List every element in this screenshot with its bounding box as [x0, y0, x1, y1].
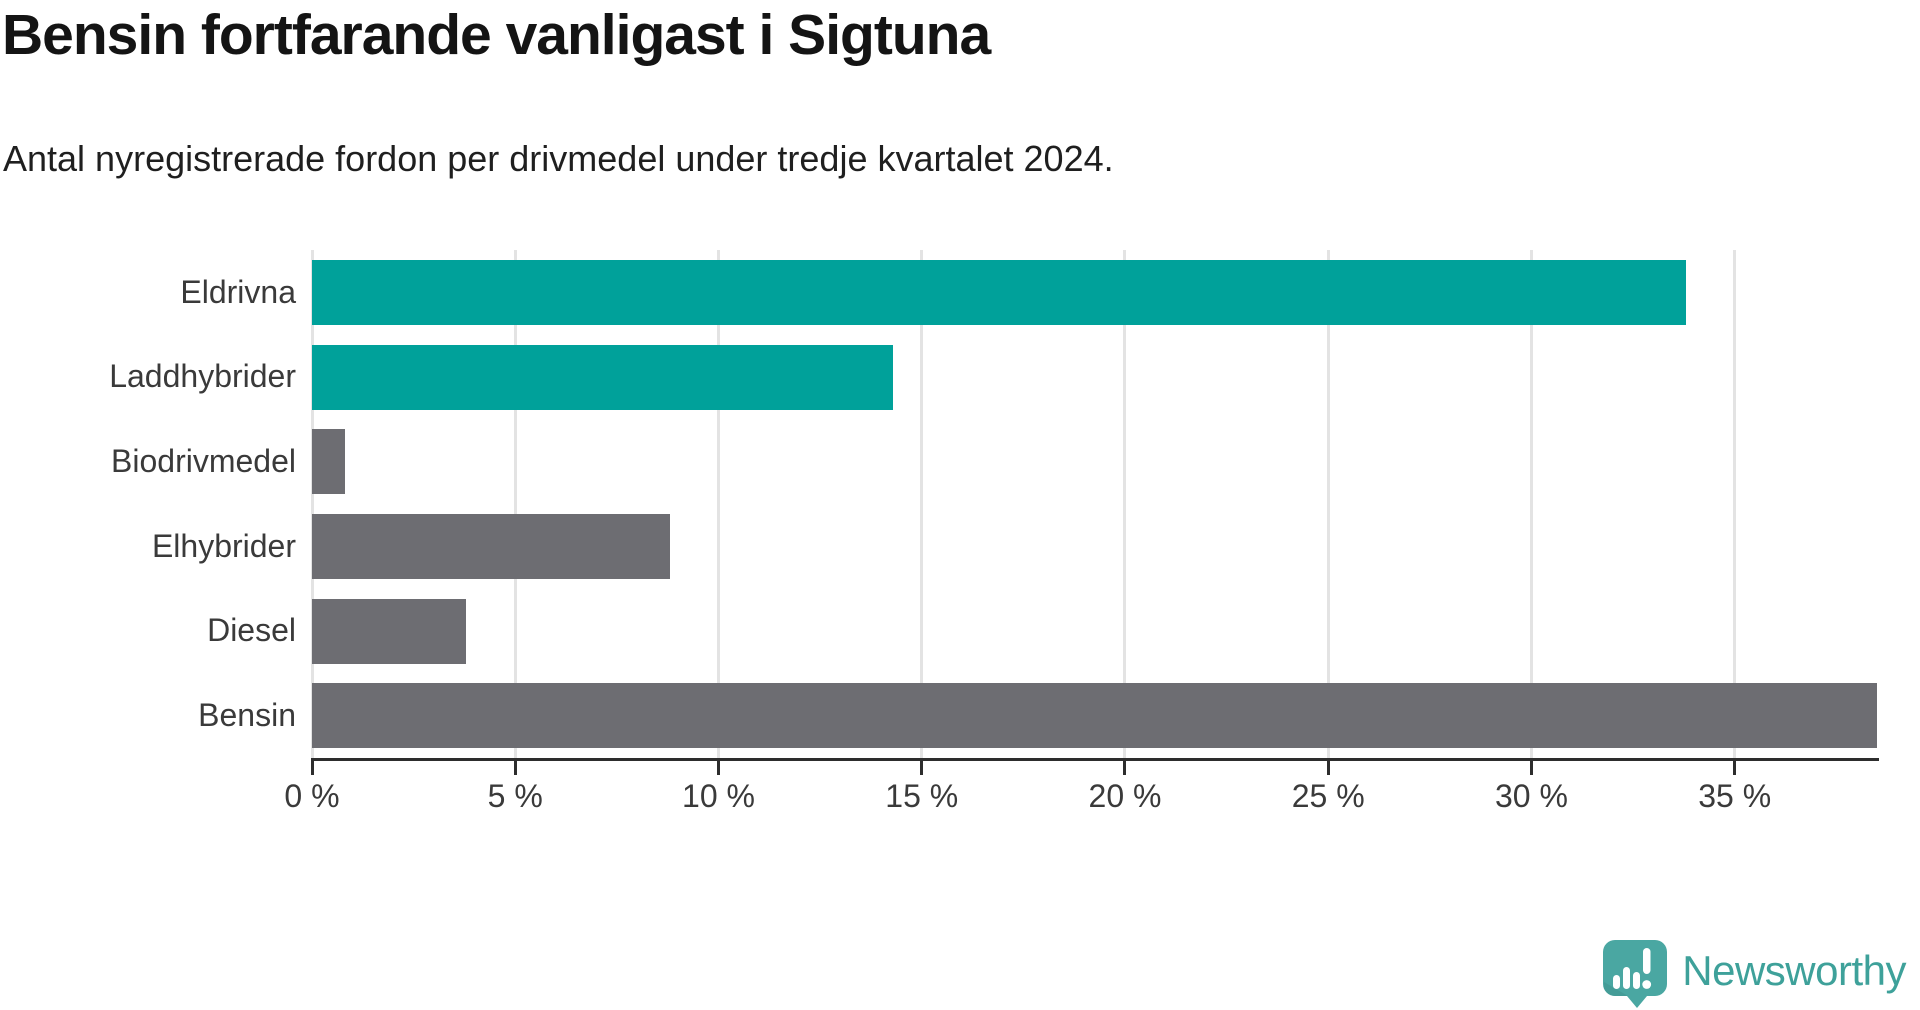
x-axis-tick-30: [1529, 758, 1533, 775]
plot-area: [310, 250, 1877, 758]
grid-line-30: [1529, 250, 1533, 758]
category-label-biodrivmedel: Biodrivmedel: [111, 443, 296, 480]
x-axis-tick-label-35: 35 %: [1698, 778, 1772, 814]
grid-line-10: [716, 250, 720, 758]
x-axis-tick-10: [716, 758, 720, 775]
category-label-eldrivna: Eldrivna: [180, 273, 296, 310]
category-label-laddhybrider: Laddhybrider: [109, 358, 296, 395]
category-label-diesel: Diesel: [207, 612, 296, 649]
bar-laddhybrider: [312, 344, 894, 410]
x-axis-tick-15: [920, 758, 924, 775]
bar-diesel: [312, 598, 467, 664]
x-axis-tick-25: [1326, 758, 1330, 775]
bar-elhybrider: [312, 513, 670, 579]
x-axis-line: [311, 758, 1879, 761]
x-axis-tick-label-0: 0 %: [284, 778, 340, 814]
grid-line-25: [1326, 250, 1330, 758]
x-axis-tick-label-15: 15 %: [885, 778, 959, 814]
grid-line-5: [513, 250, 517, 758]
category-label-bensin: Bensin: [198, 697, 296, 734]
grid-line-35: [1733, 250, 1737, 758]
brand-name: Newsworthy: [1682, 947, 1906, 994]
grid-line-0: [310, 250, 314, 758]
brand-footer: Newsworthy: [1602, 940, 1906, 1008]
x-axis-tick-0: [310, 758, 314, 775]
chart-subtitle: Antal nyregistrerade fordon per drivmede…: [3, 138, 1114, 179]
bar-eldrivna: [312, 259, 1686, 325]
x-axis-tick-label-10: 10 %: [682, 778, 755, 814]
x-axis-tick-20: [1123, 758, 1127, 775]
x-axis-tick-35: [1733, 758, 1737, 775]
grid-line-15: [920, 250, 924, 758]
x-axis-tick-label-25: 25 %: [1291, 778, 1365, 814]
bar-biodrivmedel: [312, 429, 345, 495]
grid-line-20: [1123, 250, 1127, 758]
category-axis-labels: Eldrivna Laddhybrider Biodrivmedel Elhybrid…: [0, 250, 296, 758]
x-axis-tick-label-20: 20 %: [1088, 778, 1162, 814]
x-axis-tick-label-30: 30 %: [1495, 778, 1568, 814]
category-label-elhybrider: Elhybrider: [151, 527, 296, 564]
bar-bensin: [312, 683, 1877, 749]
chart-title: Bensin fortfarande vanligast i Sigtuna: [2, 3, 991, 67]
x-axis-tick-5: [513, 758, 517, 775]
newsworthy-logo-icon: [1603, 940, 1668, 1008]
x-axis-tick-label-5: 5 %: [487, 778, 543, 814]
